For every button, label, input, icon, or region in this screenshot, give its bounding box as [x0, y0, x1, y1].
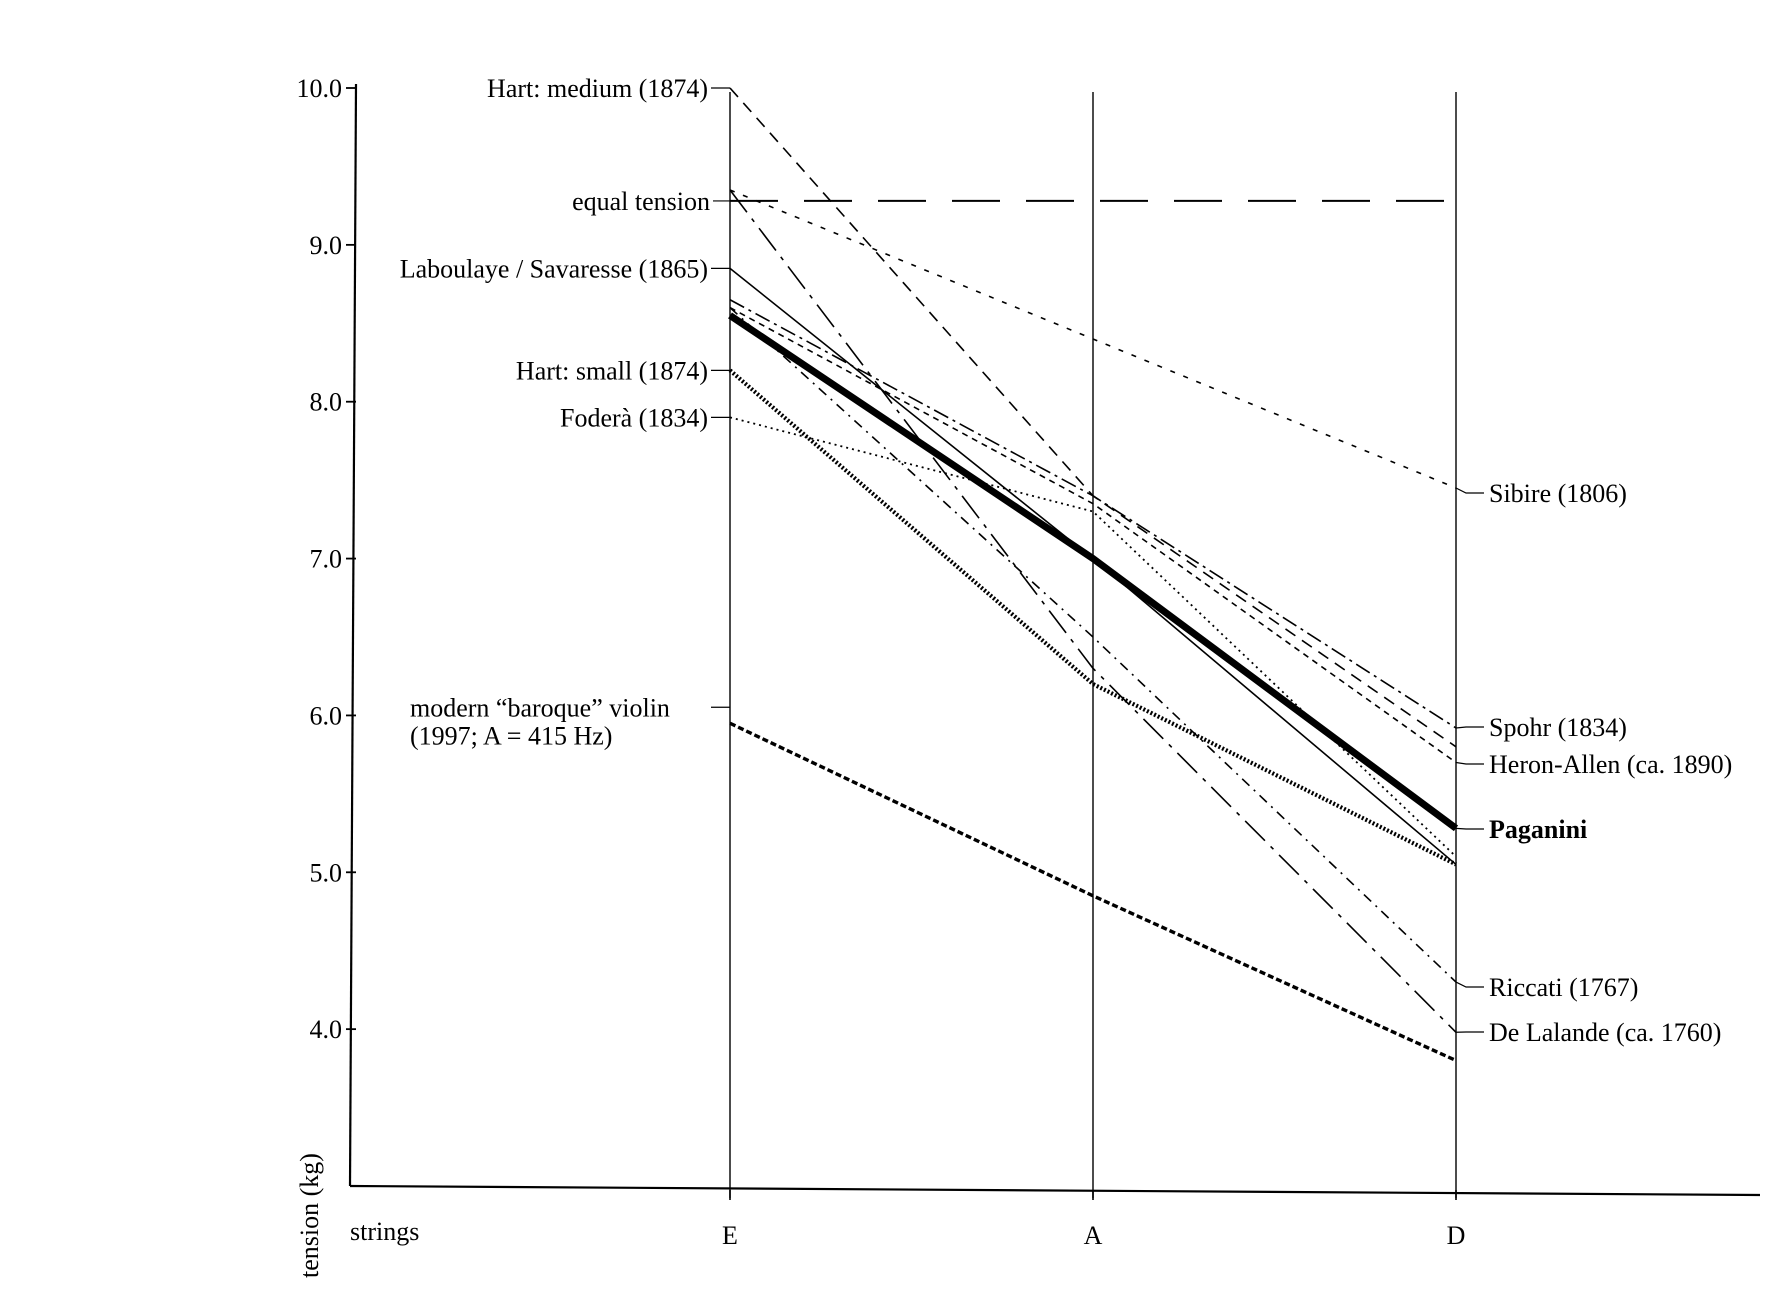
x-tick-label: D [1447, 1221, 1466, 1250]
label-leader [1455, 981, 1484, 988]
series-line-spohr-1834 [729, 299, 1457, 729]
series-label-left: Hart: small (1874) [516, 356, 708, 385]
y-tick-label: 9.0 [310, 231, 343, 260]
y-tick-label: 7.0 [310, 545, 343, 574]
series-label-left: Hart: medium (1874) [487, 74, 708, 103]
series-label-right: Sibire (1806) [1489, 479, 1627, 508]
y-ticks: 10.0 9.0 8.0 7.0 6.0 5.0 4.0 [297, 74, 356, 1044]
x-axis [349, 1184, 1761, 1197]
series-line-sibire-1806 [729, 189, 1457, 489]
label-leader [1455, 726, 1484, 729]
series-label-right: Heron-Allen (ca. 1890) [1489, 750, 1732, 779]
label-leader [1455, 827, 1484, 830]
equal-tension-label: equal tension [572, 187, 710, 216]
series-labels: Hart: medium (1874) Laboulaye / Savaresse… [400, 74, 1733, 1047]
series-label-line: modern “baroque” violin [410, 693, 670, 722]
y-tick-label: 4.0 [310, 1015, 343, 1044]
series-line-riccati-1767 [729, 307, 1457, 983]
series-label-right: Paganini [1489, 815, 1587, 844]
series-label-right: Spohr (1834) [1489, 713, 1627, 742]
series-label-left-multiline: modern “baroque” violin (1997; A = 415 Hz… [410, 693, 670, 750]
equal-tension-line-group: equal tension [572, 187, 1464, 216]
y-tick-label: 5.0 [310, 858, 343, 887]
series-line-modern-baroque-violin-1997-a-415-hz [729, 721, 1457, 1063]
x-axis-title: strings [350, 1217, 419, 1246]
series-label-left: Laboulaye / Savaresse (1865) [400, 254, 708, 283]
y-tick-label: 10.0 [297, 74, 343, 103]
series-label-right: De Lalande (ca. 1760) [1489, 1018, 1721, 1047]
x-tick-label: A [1084, 1221, 1103, 1250]
y-tick-label: 8.0 [310, 388, 343, 417]
label-leader [1455, 761, 1484, 765]
series-label-right: Riccati (1767) [1489, 973, 1638, 1002]
series-line-de-lalande-ca-1760 [729, 189, 1457, 1033]
label-leader [1455, 487, 1484, 494]
series-label-left: Foderà (1834) [560, 403, 708, 432]
y-axis-title: tension (kg) [295, 1153, 324, 1278]
y-axis [348, 83, 358, 1187]
y-tick-label: 6.0 [310, 701, 343, 730]
series-line-paganini [728, 312, 1459, 832]
series-line-heron-allen-ca-1890 [729, 306, 1457, 764]
series-lines [728, 87, 1459, 1063]
x-tick-label: E [722, 1221, 738, 1250]
series-label-line: (1997; A = 415 Hz) [410, 721, 612, 750]
axes [348, 83, 1761, 1197]
